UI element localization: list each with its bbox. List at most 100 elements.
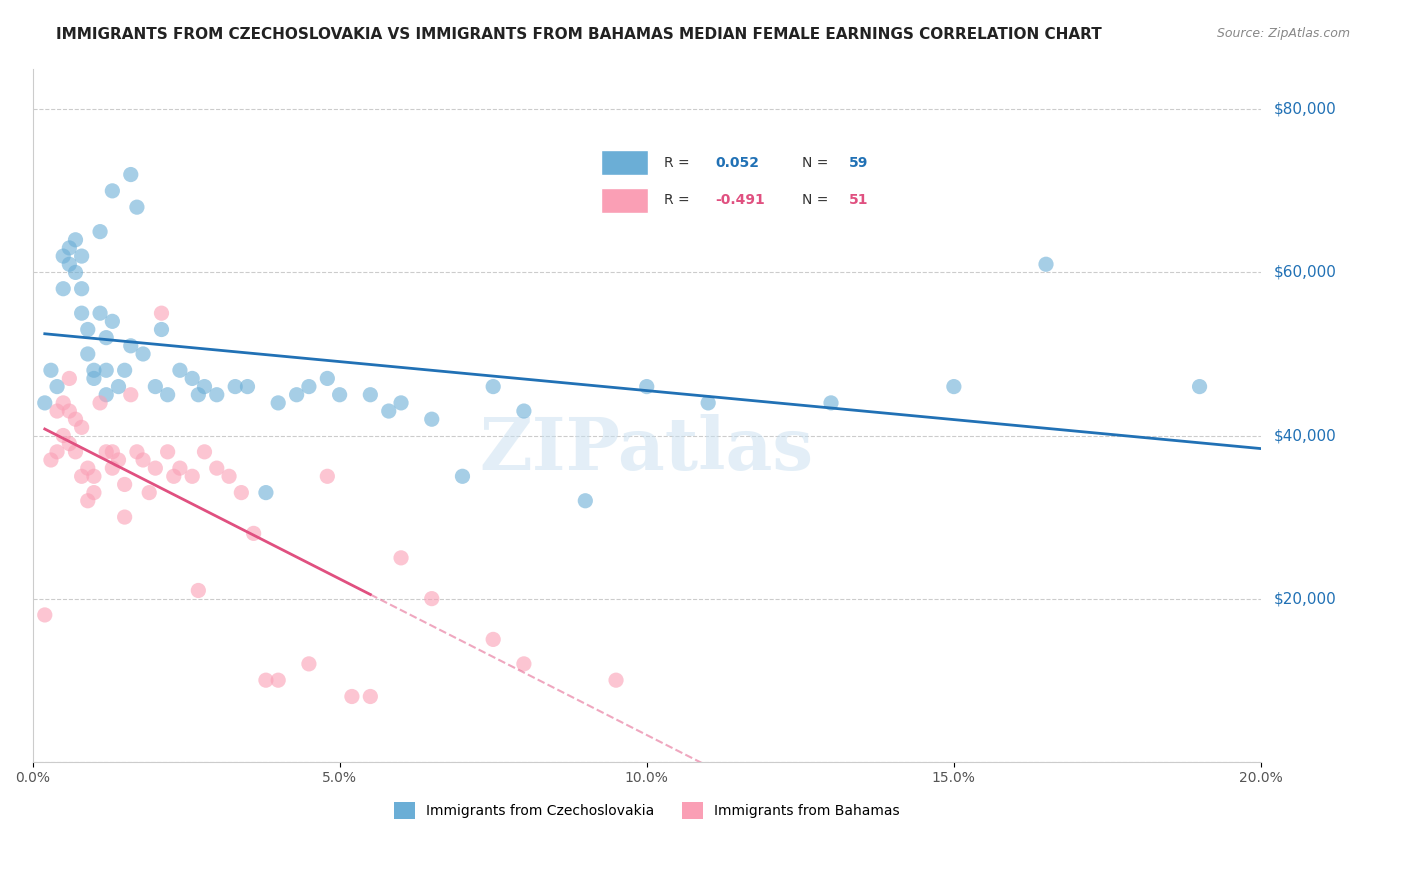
Point (329, 388, 352, 402)
Point (52, 282, 75, 296)
Point (193, 445, 215, 459)
Point (65, 445, 87, 459)
Point (120, 388, 142, 402)
Point (138, 485, 160, 500)
Point (58, 436, 80, 450)
Point (298, 657, 321, 671)
Point (163, 469, 186, 483)
Point (101, 184, 124, 198)
Point (156, 388, 179, 402)
Point (236, 379, 259, 393)
Point (420, 591, 443, 606)
Point (193, 379, 215, 393)
Text: $60,000: $60,000 (1274, 265, 1336, 280)
Point (389, 396, 412, 410)
Point (114, 363, 136, 377)
Point (83, 469, 105, 483)
Point (107, 379, 129, 393)
Point (58, 241, 80, 255)
Point (340, 690, 363, 704)
Point (70, 249, 93, 263)
Point (52, 249, 75, 263)
Point (39, 363, 62, 377)
Point (65, 233, 87, 247)
Point (96, 331, 118, 345)
Point (378, 404, 401, 418)
Point (156, 445, 179, 459)
Point (96, 445, 118, 459)
Point (83, 485, 105, 500)
Point (187, 388, 209, 402)
Point (1035, 257, 1057, 271)
Point (46, 379, 69, 393)
Point (76, 347, 98, 361)
Point (143, 379, 166, 393)
Point (46, 445, 69, 459)
Text: IMMIGRANTS FROM CZECHOSLOVAKIA VS IMMIGRANTS FROM BAHAMAS MEDIAN FEMALE EARNINGS: IMMIGRANTS FROM CZECHOSLOVAKIA VS IMMIGR… (56, 27, 1102, 42)
Text: ZIPatlas: ZIPatlas (479, 414, 814, 485)
Point (231, 485, 253, 500)
Point (316, 469, 339, 483)
Point (120, 168, 142, 182)
Point (65, 412, 87, 426)
Point (76, 322, 98, 336)
Point (58, 257, 80, 271)
Point (89, 306, 111, 320)
Point (150, 306, 173, 320)
Point (820, 396, 842, 410)
Point (697, 396, 720, 410)
Point (482, 632, 505, 647)
Point (143, 461, 166, 475)
Point (513, 404, 536, 418)
Point (58, 404, 80, 418)
Point (96, 363, 118, 377)
Point (187, 583, 209, 598)
Point (125, 445, 148, 459)
Point (132, 453, 155, 467)
Text: $20,000: $20,000 (1274, 591, 1336, 607)
Point (101, 461, 124, 475)
Point (285, 388, 308, 402)
Point (125, 200, 148, 214)
Point (224, 379, 246, 393)
Point (52, 428, 75, 442)
Point (316, 371, 339, 385)
Point (120, 339, 142, 353)
Point (83, 371, 105, 385)
Point (181, 469, 204, 483)
Point (267, 673, 290, 688)
Point (254, 673, 277, 688)
Point (389, 550, 412, 565)
Point (150, 322, 173, 336)
Point (254, 485, 277, 500)
Text: $80,000: $80,000 (1274, 102, 1336, 117)
Point (942, 379, 965, 393)
Point (451, 469, 474, 483)
Point (39, 453, 62, 467)
Point (52, 396, 75, 410)
Point (70, 469, 93, 483)
Point (420, 412, 443, 426)
Point (70, 306, 93, 320)
Point (205, 461, 228, 475)
Point (1188, 379, 1211, 393)
Point (76, 493, 98, 508)
Point (169, 461, 191, 475)
Point (34, 396, 56, 410)
Point (205, 388, 228, 402)
Point (58, 371, 80, 385)
Point (359, 388, 381, 402)
Point (169, 363, 191, 377)
Point (34, 607, 56, 622)
Point (114, 477, 136, 491)
Point (107, 453, 129, 467)
Point (605, 673, 627, 688)
Point (513, 657, 536, 671)
Point (101, 314, 124, 328)
Point (70, 420, 93, 434)
Point (359, 690, 381, 704)
Point (83, 363, 105, 377)
Point (132, 347, 155, 361)
Point (65, 265, 87, 279)
Point (242, 526, 264, 541)
